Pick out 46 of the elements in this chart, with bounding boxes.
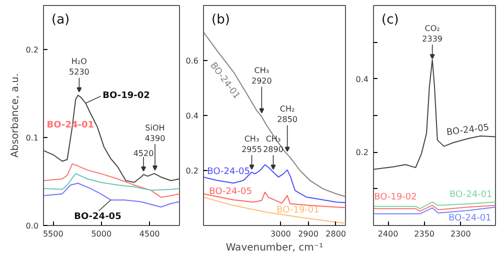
series-label: BO-24-01 [450, 190, 492, 200]
x-tick-label: 3000 [270, 230, 291, 238]
series-label: BO-19-02 [374, 192, 417, 203]
x-tick-label: 5000 [91, 230, 112, 238]
line-series [44, 182, 180, 208]
series-label: BO-19-01 [276, 205, 320, 216]
y-tick-label: 0.1 [26, 134, 39, 142]
x-tick-label: 2350 [414, 230, 435, 238]
annotation: SiOH 4390 [144, 123, 166, 144]
x-tick-label: 2900 [298, 230, 318, 238]
text: (a) [52, 12, 70, 28]
annotation: CO₂ 2339 [422, 24, 442, 44]
annotation: 4520 [133, 148, 154, 158]
line-series [204, 164, 346, 204]
line-series [204, 196, 346, 224]
series-label: BO-24-05 [207, 167, 250, 178]
text: BO-24-05 [446, 123, 490, 138]
line-series [374, 206, 496, 214]
x-tick-label: 2300 [450, 230, 471, 238]
y-tick-label: 0.0 [26, 222, 39, 230]
line-series [44, 163, 180, 198]
y-tick-label: 0.2 [186, 166, 199, 176]
text: (b) [212, 12, 230, 28]
y-tick-label: 0.6 [186, 56, 199, 66]
text: (c) [382, 12, 399, 28]
y-tick-label: 0.2 [356, 148, 369, 158]
annotation: CH₃ 2920 [252, 66, 272, 86]
line-series [204, 32, 346, 198]
y-tick-label: 0.2 [26, 46, 39, 54]
series-label: BO-24-05 [74, 212, 122, 222]
x-tick-label: 2800 [326, 230, 346, 238]
x-tick-label: 5500 [42, 230, 64, 238]
annotation: H₂O 5230 [69, 56, 90, 77]
x-tick-label: 2400 [378, 230, 398, 238]
y-tick-label: 0.4 [356, 74, 369, 84]
y-axis-title: Absorbance, a.u. [10, 73, 21, 158]
line-series [374, 202, 496, 210]
series-label: BO-24-05 [209, 186, 252, 197]
series-label: BO-19-02 [102, 91, 150, 102]
series-label: BO-24-01 [448, 213, 492, 224]
annotation: CH₂ 2850 [277, 104, 298, 124]
annotation: CH₃ 2955 [242, 134, 262, 154]
y-tick-label: 0.4 [186, 112, 199, 120]
x-tick-label: 4500 [139, 230, 160, 238]
line-series [44, 173, 180, 191]
x-axis-title: Wavenumber, cm⁻¹ [226, 242, 324, 254]
